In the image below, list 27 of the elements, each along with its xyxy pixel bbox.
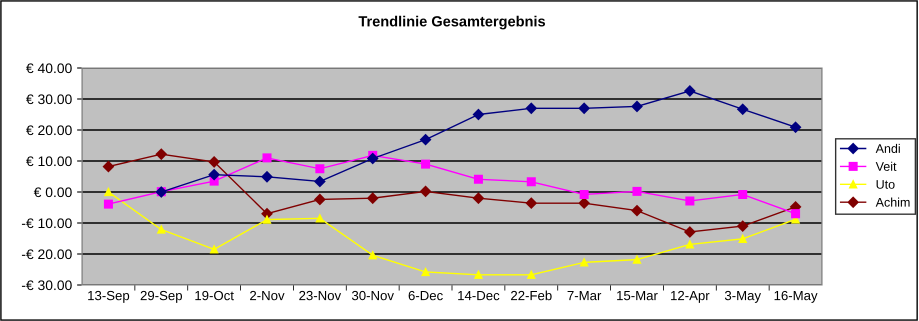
y-tick-label: € 10.00: [26, 156, 72, 166]
x-tick-label: 15-Mar: [617, 291, 658, 300]
x-tick-label: 3-May: [724, 290, 762, 303]
x-tick-label: 14-Dec: [458, 291, 500, 300]
x-tick-label: 13-Sep: [88, 290, 130, 303]
y-tick-label: € 30.00: [26, 94, 72, 104]
y-tick-label: -€ 20.00: [22, 249, 72, 260]
y-tick-label: -€ 30.00: [22, 280, 72, 290]
y-tick-label: -€ 10.00: [22, 218, 72, 228]
chart-title: Trendlinie Gesamtergebnis: [358, 16, 546, 30]
legend-label: Veit: [876, 162, 896, 171]
y-tick-label: € 20.00: [26, 125, 72, 136]
legend-label: Achim: [876, 198, 910, 207]
y-tick-label: € 40.00: [26, 63, 72, 74]
x-tick-label: 12-Apr: [671, 290, 710, 303]
x-tick-label: 30-Nov: [352, 290, 394, 300]
x-tick-label: 22-Feb: [511, 290, 552, 300]
x-tick-label: 7-Mar: [568, 291, 602, 300]
x-tick-label: 16-May: [774, 290, 818, 303]
x-tick-label: 29-Sep: [140, 290, 182, 303]
x-tick-label: 23-Nov: [299, 290, 342, 300]
x-tick-label: 19-Oct: [195, 290, 234, 300]
legend-label: Uto: [876, 180, 895, 189]
x-tick-label: 2-Nov: [250, 290, 285, 300]
legend-label: Andi: [876, 144, 900, 153]
x-tick-label: 6-Dec: [408, 290, 443, 300]
y-tick-label: € 0.00: [34, 187, 72, 198]
